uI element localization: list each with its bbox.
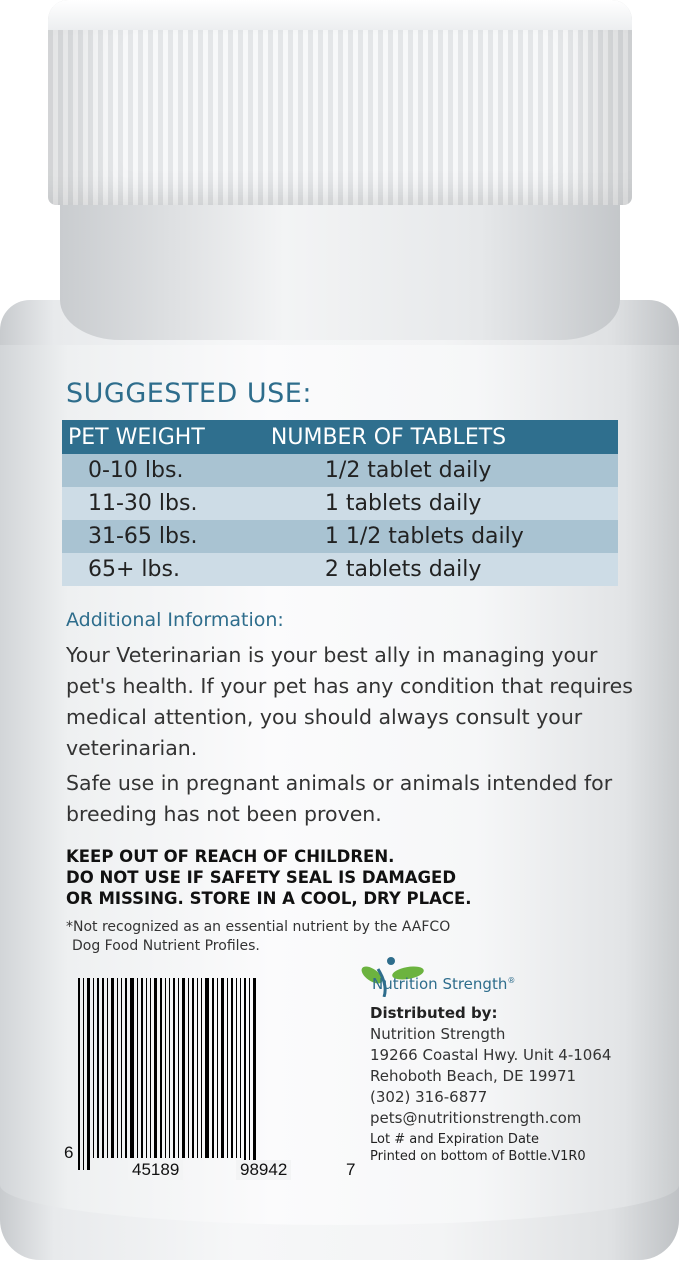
warning-line: DO NOT USE IF SAFETY SEAL IS DAMAGED (66, 868, 457, 887)
weight-cell: 11-30 lbs. (62, 487, 265, 520)
barcode-bar (137, 978, 138, 1158)
barcode-bar (117, 978, 118, 1158)
barcode-bar (236, 978, 237, 1158)
weight-cell: 31-65 lbs. (62, 520, 265, 553)
bottle-cap (48, 0, 632, 205)
barcode-bar (249, 978, 250, 1170)
lot-line: Lot # and Expiration Date (370, 1132, 539, 1147)
dose-cell: 2 tablets daily (264, 553, 618, 586)
bottle-shoulder (60, 200, 620, 340)
barcode-digits-left: 45189 (128, 1160, 184, 1180)
barcode-bar (146, 978, 147, 1158)
leaf-person-logo-icon (361, 957, 424, 997)
barcode-bar (192, 978, 194, 1158)
barcode-bar (160, 978, 162, 1158)
barcode-bar (125, 978, 127, 1158)
barcode-bar (217, 978, 218, 1158)
distributor-phone: (302) 316-6877 (370, 1088, 488, 1106)
table-row: 11-30 lbs. 1 tablets daily (62, 487, 618, 520)
table-row: 65+ lbs. 2 tablets daily (62, 553, 618, 586)
brand-name: Nutrition Strength (372, 975, 508, 993)
distributor-block: Distributed by: Nutrition Strength 19266… (370, 1003, 611, 1129)
barcode-bar (111, 978, 114, 1158)
barcode-bar (97, 978, 99, 1158)
barcode-bar (165, 978, 166, 1158)
weight-cell: 65+ lbs. (62, 553, 265, 586)
lot-line: Printed on bottom of Bottle.V1R0 (370, 1149, 586, 1164)
footnote: *Not recognized as an essential nutrient… (66, 918, 450, 956)
distributor-name: Nutrition Strength (370, 1025, 506, 1043)
weight-cell: 0-10 lbs. (62, 454, 265, 487)
lot-info: Lot # and Expiration Date Printed on bot… (370, 1131, 586, 1165)
barcode-bar (231, 978, 233, 1158)
distributed-by-label: Distributed by: (370, 1004, 498, 1022)
barcode-bar (121, 978, 122, 1158)
barcode-bar (221, 978, 224, 1158)
distributor-email: pets@nutritionstrength.com (370, 1109, 582, 1127)
barcode-bar (83, 978, 84, 1170)
barcode-bar (93, 978, 94, 1158)
footnote-line: Dog Food Nutrient Profiles. (72, 938, 260, 954)
registered-mark: ® (507, 976, 516, 985)
barcode-bar (130, 978, 134, 1158)
dose-cell: 1 tablets daily (264, 487, 618, 520)
barcode-bar (141, 978, 143, 1158)
barcode-digit-first: 6 (64, 1143, 74, 1162)
table-header: PET WEIGHT NUMBER OF TABLETS (62, 420, 618, 454)
dosage-table: PET WEIGHT NUMBER OF TABLETS 0-10 lbs. 1/… (62, 420, 618, 586)
barcode-bar (150, 978, 151, 1158)
table-row: 0-10 lbs. 1/2 tablet daily (62, 454, 618, 487)
vet-paragraph: Your Veterinarian is your best ally in m… (66, 643, 633, 760)
barcode-bar (244, 978, 246, 1170)
barcode-bar (178, 978, 179, 1158)
barcode-digit-last: 7 (346, 1160, 356, 1179)
barcode-bar (173, 978, 175, 1158)
header-number-of-tablets: NUMBER OF TABLETS (264, 420, 618, 454)
warning-line: KEEP OUT OF REACH OF CHILDREN. (66, 847, 395, 866)
distributor-city: Rehoboth Beach, DE 19971 (370, 1067, 577, 1085)
barcode-bar (102, 978, 104, 1158)
suggested-use-title: SUGGESTED USE: (66, 378, 312, 409)
barcode-bar (188, 978, 189, 1158)
barcode-bar (253, 978, 256, 1170)
additional-info-title: Additional Information: (66, 609, 284, 631)
footnote-line: *Not recognized as an essential nutrient… (66, 919, 451, 935)
barcode-bar (240, 978, 241, 1158)
header-pet-weight: PET WEIGHT (62, 420, 265, 454)
dose-cell: 1 1/2 tablets daily (264, 520, 618, 553)
barcode-bar (182, 978, 185, 1158)
safety-paragraph: Safe use in pregnant animals or animals … (66, 771, 613, 826)
barcode (78, 978, 340, 1170)
warning-text: KEEP OUT OF REACH OF CHILDREN. DO NOT US… (66, 846, 472, 909)
barcode-bar (227, 978, 228, 1158)
barcode-bar (205, 978, 209, 1158)
dose-cell: 1/2 tablet daily (264, 454, 618, 487)
barcode-bar (201, 978, 202, 1158)
barcode-bar (107, 978, 108, 1158)
barcode-bar (87, 978, 90, 1170)
warning-line: OR MISSING. STORE IN A COOL, DRY PLACE. (66, 889, 472, 908)
table-row: 31-65 lbs. 1 1/2 tablets daily (62, 520, 618, 553)
barcode-bar (212, 978, 214, 1158)
barcode-bar (78, 978, 80, 1170)
distributor-address: 19266 Coastal Hwy. Unit 4-1064 (370, 1046, 612, 1064)
barcode-bar (197, 978, 198, 1158)
barcode-bar (169, 978, 170, 1158)
barcode-digits-right: 98942 (236, 1160, 292, 1180)
cap-top (48, 0, 632, 30)
brand-logo-text: Nutrition Strength® (372, 975, 515, 993)
barcode-bar (154, 978, 157, 1158)
